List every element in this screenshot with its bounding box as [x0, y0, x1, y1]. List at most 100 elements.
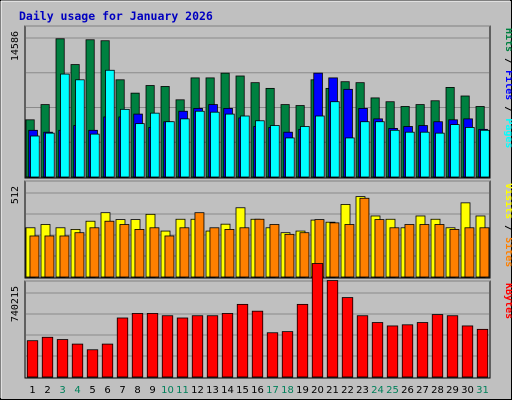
bar-kbytes-day-26	[401, 324, 414, 378]
x-tick-label-17: 17	[266, 385, 279, 396]
bar-kbytes-day-13	[206, 315, 219, 378]
bar-sites-day-4	[74, 232, 85, 278]
bar-sites-day-7	[119, 224, 130, 278]
bar-kbytes-day-20	[311, 263, 324, 378]
bar-kbytes-day-6	[101, 343, 114, 378]
x-tick-label-1: 1	[29, 385, 35, 396]
x-tick-label-19: 19	[296, 385, 309, 396]
bar-pages-day-7	[120, 108, 130, 178]
bar-kbytes-day-31	[476, 328, 489, 378]
legend-item-visits: Visits	[503, 183, 512, 219]
panel-kbytes: 740215 KBytes	[10, 263, 512, 379]
bar-sites-day-31	[479, 227, 490, 278]
bar-sites-day-8	[134, 229, 145, 278]
bar-sites-day-21	[329, 222, 340, 278]
bar-pages-day-21	[330, 101, 340, 178]
panel-kbytes-ymax-label: 740215	[10, 286, 21, 322]
bar-sites-day-25	[389, 227, 400, 278]
panel-visits: 512 Visits / Sites	[10, 180, 512, 279]
legend-item-sites: Sites	[503, 237, 512, 267]
bar-sites-day-18	[284, 233, 295, 278]
bar-sites-day-29	[449, 229, 460, 278]
x-tick-label-3: 3	[59, 385, 65, 396]
bar-kbytes-day-2	[41, 336, 54, 378]
bar-sites-day-6	[104, 220, 115, 278]
bar-pages-day-29	[450, 124, 460, 178]
bar-pages-day-27	[420, 131, 430, 178]
bar-kbytes-day-23	[356, 315, 369, 378]
bar-pages-day-24	[375, 121, 385, 178]
bar-sites-day-13	[209, 227, 220, 278]
bar-kbytes-day-10	[161, 315, 174, 378]
x-axis-labels: 1 2 3 4 5 6 7 8 9 10 11 12 13 14 15 16 17 18 19 20 21 22 23 24 2…	[29, 385, 489, 396]
panel-kbytes-legend: KBytes	[503, 283, 512, 319]
bar-sites-day-26	[404, 224, 415, 278]
x-tick-label-9: 9	[149, 385, 155, 396]
x-tick-label-31: 31	[476, 385, 489, 396]
bar-pages-day-10	[165, 121, 175, 178]
bar-kbytes-day-9	[146, 313, 159, 378]
bar-kbytes-day-25	[386, 325, 399, 378]
x-tick-label-10: 10	[161, 385, 174, 396]
bar-kbytes-day-1	[26, 340, 39, 378]
bar-kbytes-day-15	[236, 303, 249, 378]
panel-visits-legend-text: Visits / Sites	[503, 183, 512, 267]
bar-kbytes-day-5	[86, 349, 99, 378]
x-tick-label-6: 6	[104, 385, 110, 396]
bar-kbytes-day-4	[71, 343, 84, 378]
x-tick-label-16: 16	[251, 385, 264, 396]
bar-sites-day-24	[374, 219, 385, 278]
x-tick-label-20: 20	[311, 385, 324, 396]
x-tick-label-29: 29	[446, 385, 459, 396]
bar-kbytes-day-18	[281, 331, 294, 378]
x-tick-label-5: 5	[89, 385, 95, 396]
x-tick-label-18: 18	[281, 385, 294, 396]
panel-hits-legend: Hits / Files / Pages	[503, 28, 512, 148]
bar-pages-day-23	[360, 121, 370, 178]
bar-pages-day-4	[75, 79, 85, 178]
legend-item-hits: Hits	[503, 28, 512, 52]
bar-pages-day-3	[60, 73, 70, 178]
bar-pages-day-16	[255, 120, 265, 178]
bar-kbytes-day-3	[56, 339, 69, 378]
bar-pages-day-25	[390, 129, 400, 178]
x-tick-label-4: 4	[74, 385, 80, 396]
bar-pages-day-19	[300, 126, 310, 178]
x-tick-label-25: 25	[386, 385, 399, 396]
x-tick-label-15: 15	[236, 385, 249, 396]
x-tick-label-2: 2	[44, 385, 50, 396]
x-tick-label-8: 8	[134, 385, 140, 396]
x-tick-label-14: 14	[221, 385, 234, 396]
bar-kbytes-day-17	[266, 332, 279, 378]
bar-sites-day-11	[179, 227, 190, 278]
bar-pages-day-6	[105, 69, 115, 178]
x-tick-label-28: 28	[431, 385, 444, 396]
legend-separator: /	[503, 219, 512, 237]
x-tick-label-26: 26	[401, 385, 414, 396]
bar-kbytes-day-28	[431, 314, 444, 378]
x-tick-label-13: 13	[206, 385, 219, 396]
bar-sites-day-1	[29, 235, 40, 278]
bar-pages-day-28	[435, 132, 445, 178]
bar-sites-day-19	[299, 232, 310, 278]
bar-sites-day-27	[419, 224, 430, 278]
bar-sites-day-14	[224, 229, 235, 278]
bar-pages-day-1	[30, 135, 40, 178]
bar-sites-day-30	[464, 227, 475, 278]
bar-sites-day-5	[89, 227, 100, 278]
legend-item-kbytes: KBytes	[503, 283, 512, 319]
panel-kbytes-legend-text: KBytes	[503, 283, 512, 319]
legend-item-files: Files	[503, 70, 512, 100]
bar-sites-day-17	[269, 224, 280, 278]
legend-item-pages: Pages	[503, 118, 512, 148]
x-tick-label-23: 23	[356, 385, 369, 396]
bar-pages-day-14	[225, 113, 235, 178]
bar-sites-day-3	[59, 235, 70, 278]
bar-pages-day-17	[270, 125, 280, 178]
bar-sites-day-12	[194, 212, 205, 278]
bar-pages-day-20	[315, 115, 325, 178]
bar-sites-day-22	[344, 224, 355, 278]
bar-sites-day-9	[149, 227, 160, 278]
bar-sites-day-10	[164, 235, 175, 278]
bar-kbytes-day-24	[371, 322, 384, 378]
